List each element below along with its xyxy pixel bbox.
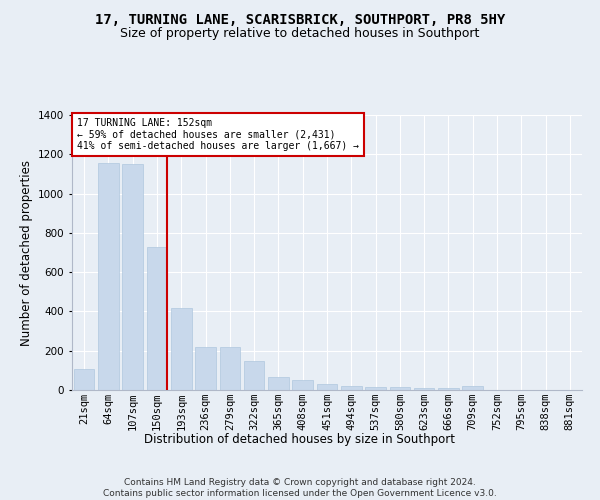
Text: Distribution of detached houses by size in Southport: Distribution of detached houses by size … bbox=[145, 432, 455, 446]
Bar bbox=[463, 386, 483, 390]
Bar bbox=[438, 388, 459, 390]
Text: Contains HM Land Registry data © Crown copyright and database right 2024.
Contai: Contains HM Land Registry data © Crown c… bbox=[103, 478, 497, 498]
Y-axis label: Number of detached properties: Number of detached properties bbox=[20, 160, 32, 346]
Bar bbox=[244, 361, 265, 390]
Text: 17, TURNING LANE, SCARISBRICK, SOUTHPORT, PR8 5HY: 17, TURNING LANE, SCARISBRICK, SOUTHPORT… bbox=[95, 12, 505, 26]
Bar bbox=[268, 376, 289, 390]
Bar bbox=[317, 384, 337, 390]
Text: 17 TURNING LANE: 152sqm
← 59% of detached houses are smaller (2,431)
41% of semi: 17 TURNING LANE: 152sqm ← 59% of detache… bbox=[77, 118, 359, 151]
Bar bbox=[122, 164, 143, 390]
Bar bbox=[171, 308, 191, 390]
Bar bbox=[146, 246, 167, 390]
Bar bbox=[414, 388, 434, 390]
Bar bbox=[195, 347, 216, 390]
Bar bbox=[341, 386, 362, 390]
Text: Size of property relative to detached houses in Southport: Size of property relative to detached ho… bbox=[121, 28, 479, 40]
Bar bbox=[74, 369, 94, 390]
Bar bbox=[220, 347, 240, 390]
Bar bbox=[98, 163, 119, 390]
Bar bbox=[365, 386, 386, 390]
Bar bbox=[389, 387, 410, 390]
Bar bbox=[292, 380, 313, 390]
